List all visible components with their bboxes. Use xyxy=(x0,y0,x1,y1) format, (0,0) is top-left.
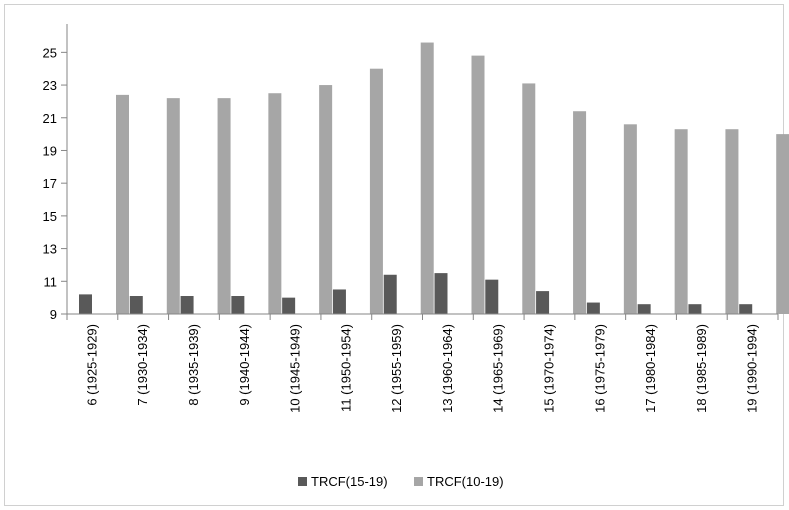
bar-trcf-15-19 xyxy=(637,304,651,314)
bar-trcf-15-19 xyxy=(434,273,448,314)
legend-label: TRCF(10-19) xyxy=(427,474,504,489)
x-tick-label: 10 (1945-1949) xyxy=(288,324,303,413)
bar-trcf-10-19 xyxy=(116,94,129,314)
legend-label: TRCF(15-19) xyxy=(311,474,388,489)
legend: TRCF(15-19) TRCF(10-19) xyxy=(298,474,504,489)
bar-trcf-10-19 xyxy=(573,111,587,314)
x-tick-label: 6 (1925-1929) xyxy=(84,324,99,406)
bar-trcf-15-19 xyxy=(485,279,499,314)
bar-trcf-15-19 xyxy=(383,274,397,314)
y-tick-label: 25 xyxy=(43,45,57,60)
bar-trcf-15-19 xyxy=(739,304,753,314)
x-tick-label: 12 (1955-1959) xyxy=(389,324,404,413)
bar-trcf-10-19 xyxy=(623,124,637,315)
chart-frame xyxy=(4,4,784,506)
bar-trcf-10-19 xyxy=(725,129,739,314)
x-tick-label: 11 (1950-1954) xyxy=(338,324,353,412)
x-axis: 6 (1925-1929) 7 (1930-1934) 8 (1935-1939) 9… xyxy=(66,313,779,413)
bar-trcf-15-19 xyxy=(79,294,92,314)
bar-trcf-15-19 xyxy=(586,302,600,314)
bar-trcf-15-19 xyxy=(231,296,245,314)
x-tick-label: 15 (1970-1974) xyxy=(541,324,556,413)
bar-trcf-10-19 xyxy=(522,83,536,315)
y-tick-label: 17 xyxy=(43,176,57,191)
bar-trcf-15-19 xyxy=(129,296,143,314)
y-tick-label: 15 xyxy=(43,209,57,224)
x-tick-label: 7 (1930-1934) xyxy=(135,324,150,406)
bar-trcf-10-19 xyxy=(420,42,434,315)
bar-trcf-10-19 xyxy=(268,93,282,314)
bar-trcf-10-19 xyxy=(217,98,231,314)
x-tick-label: 19 (1990-1994) xyxy=(745,324,760,413)
x-tick-label: 18 (1985-1989) xyxy=(694,324,709,413)
y-tick-label: 13 xyxy=(43,242,57,257)
x-tick-label: 9 (1940-1944) xyxy=(237,324,252,406)
bar-trcf-15-19 xyxy=(282,297,296,314)
bar-trcf-10-19 xyxy=(319,85,333,314)
bar-trcf-15-19 xyxy=(332,289,346,314)
y-tick-label: 19 xyxy=(43,143,57,158)
bar-trcf-15-19 xyxy=(180,296,194,314)
bar-trcf-10-19 xyxy=(674,129,688,314)
y-axis: 9 11 13 15 17 19 21 23 25 xyxy=(43,24,68,322)
x-tick-label: 13 (1960-1964) xyxy=(440,324,455,413)
y-tick-label: 11 xyxy=(44,274,58,289)
bar-trcf-10-19 xyxy=(471,55,485,314)
y-tick-label: 23 xyxy=(43,78,57,93)
legend-swatch xyxy=(414,477,423,486)
x-tick-label: 17 (1980-1984) xyxy=(643,324,658,413)
bar-trcf-10-19 xyxy=(369,68,383,315)
legend-swatch xyxy=(298,477,307,486)
x-tick-label: 14 (1965-1969) xyxy=(491,324,506,413)
bar-trcf-15-19 xyxy=(536,291,550,314)
x-tick-label: 8 (1935-1939) xyxy=(186,324,201,406)
y-tick-label: 21 xyxy=(43,111,57,126)
bar-trcf-10-19 xyxy=(776,134,789,314)
x-tick-label: 16 (1975-1979) xyxy=(592,324,607,413)
bars xyxy=(79,42,789,315)
y-tick-label: 9 xyxy=(50,307,57,322)
bar-trcf-10-19 xyxy=(166,98,180,314)
bar-trcf-15-19 xyxy=(688,304,702,314)
